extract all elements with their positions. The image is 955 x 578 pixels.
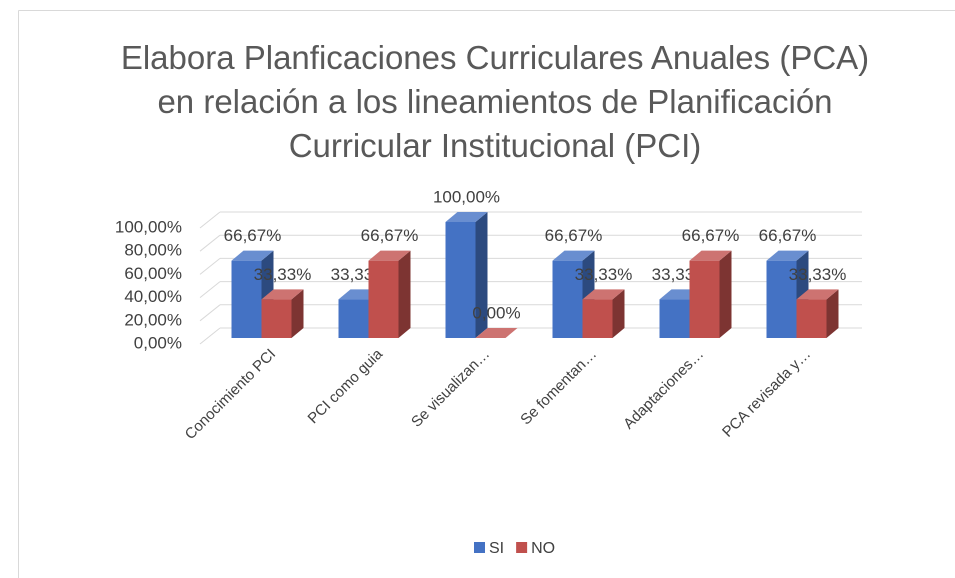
data-label: 66,67% [759,226,817,245]
x-tick-label: Se fomentan… [517,346,600,429]
grid-line [199,281,221,298]
y-tick-label: 20,00% [124,310,182,329]
bar [475,328,518,338]
x-tick-label: Se visualizan… [408,346,493,431]
y-tick-label: 60,00% [124,264,182,283]
data-label: 100,00% [433,187,500,206]
data-label: 66,67% [682,226,740,245]
data-label: 0,00% [472,303,520,322]
data-label: 66,67% [361,226,419,245]
bar-face [612,289,625,338]
grid-line [199,258,221,275]
bar [261,289,304,338]
bar [796,289,839,338]
bar-face [261,299,292,338]
bar-face [552,250,595,261]
bar-face [445,212,488,222]
x-tick-label: Adaptaciones… [620,346,707,433]
bar-face [582,289,625,300]
bar-face [719,250,732,338]
bar [689,250,732,338]
bar-face [796,299,827,338]
bar-face [552,260,583,338]
bar-face [291,289,304,338]
x-tick-label: PCA revisada y… [719,346,814,441]
bar-face [398,250,411,338]
bar-face [689,250,732,261]
bar-face [796,289,839,300]
data-label: 33,33% [254,265,312,284]
data-label: 66,67% [224,226,282,245]
y-tick-label: 100,00% [115,217,182,236]
bar [231,250,274,338]
bar [582,289,625,338]
bar-face [445,222,476,338]
bar-face [475,212,488,338]
data-label: 66,67% [545,226,603,245]
x-tick-label: PCI como guia [305,345,387,427]
legend-label: SI [489,540,504,557]
data-label: 33,33% [789,265,847,284]
chart-title: Elabora Planficaciones Curriculares Anua… [120,39,870,164]
bar-face [766,260,797,338]
bar-face [475,328,518,338]
grid-line [199,211,221,229]
legend-swatch [516,542,528,553]
x-tick-label: Conocimiento PCI [182,346,280,444]
bar-face [689,260,720,338]
bar [368,250,411,338]
bar-face [368,260,399,338]
bar-face [766,250,809,261]
bar [445,212,488,338]
legend-label: NO [531,540,555,557]
bar-face [231,260,262,338]
bar-face [231,250,274,261]
grid-line [199,234,221,252]
grid-line [199,304,221,322]
bar-face [368,250,411,261]
bar-face [582,299,613,338]
bar-face [826,289,839,338]
y-tick-label: 80,00% [124,241,182,260]
bar-face [261,289,304,300]
data-label: 33,33% [575,265,633,284]
y-tick-label: 40,00% [124,287,182,306]
legend-swatch [474,542,485,553]
bar-face [338,299,369,338]
grid-line [199,327,221,345]
y-tick-label: 0,00% [134,333,182,352]
bar-face [659,299,690,338]
